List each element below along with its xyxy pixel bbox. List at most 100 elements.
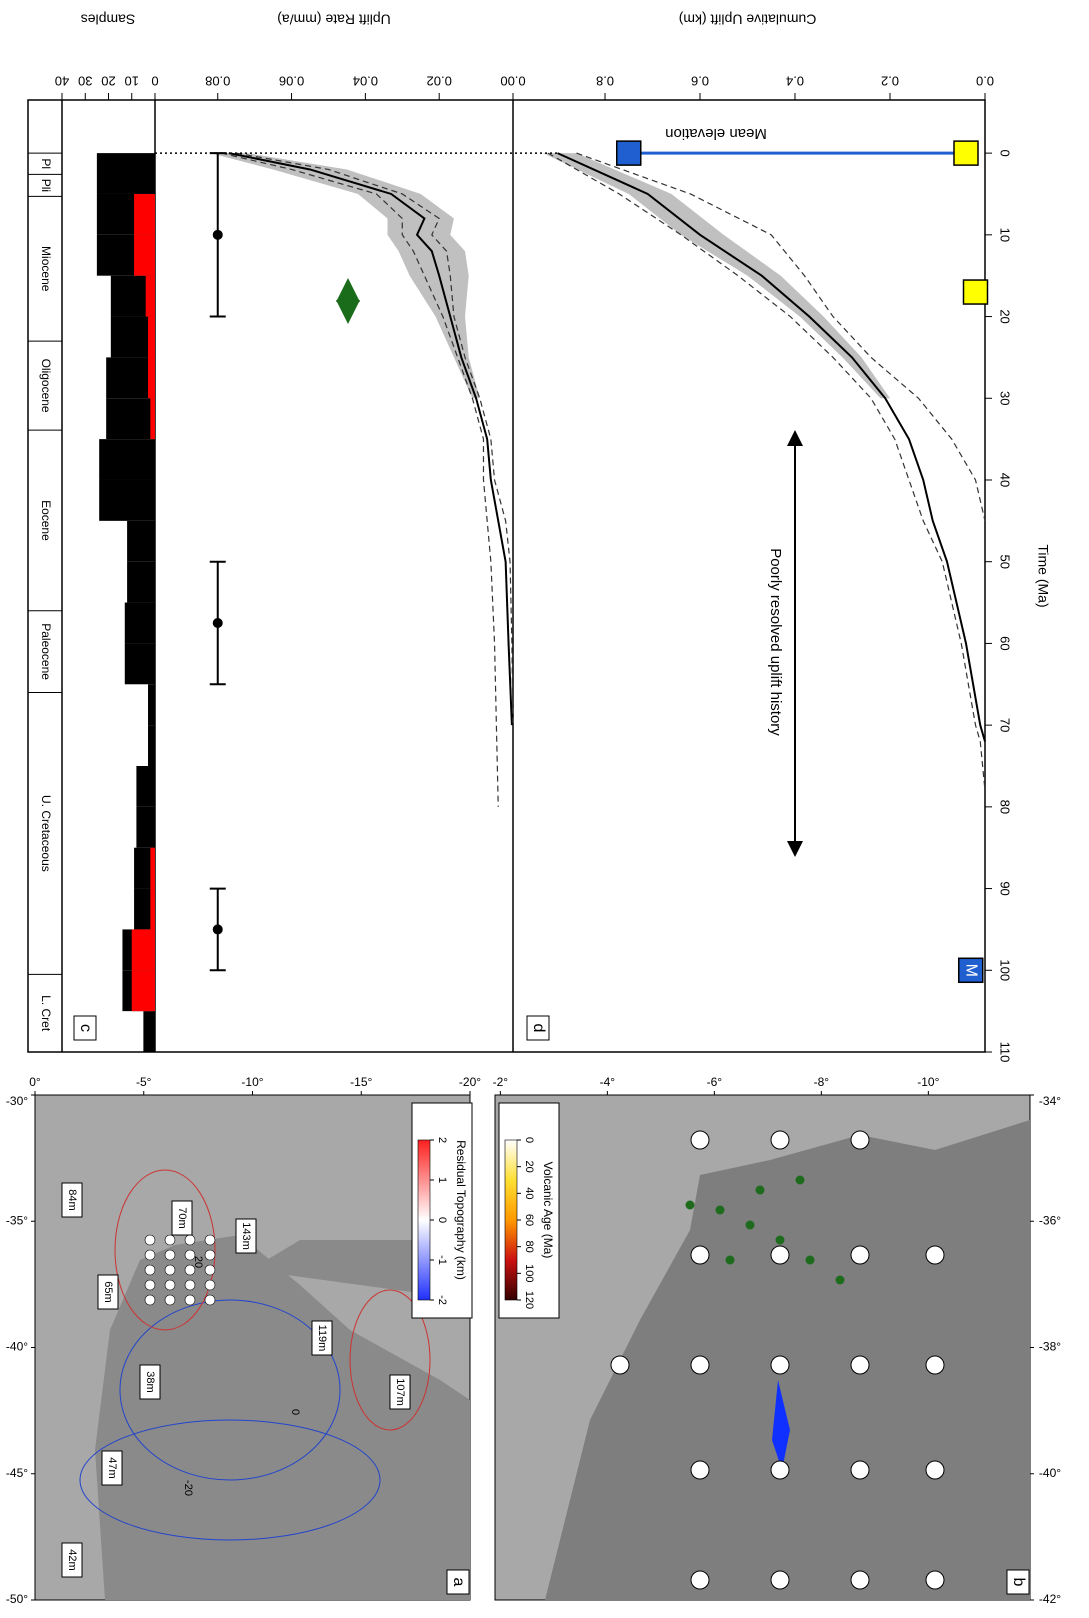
site bbox=[184, 1294, 196, 1306]
site bbox=[770, 1570, 790, 1590]
contour bbox=[79, 1419, 381, 1541]
histogram-bar bbox=[134, 847, 155, 889]
period-name: L. Cret bbox=[39, 995, 53, 1032]
map-label: 20 bbox=[192, 1256, 204, 1268]
x-tick-label: 50 bbox=[998, 554, 1013, 568]
x-tick-label: 100 bbox=[998, 959, 1013, 981]
histogram-bar bbox=[131, 929, 155, 971]
period-name: Pl bbox=[39, 158, 53, 169]
histogram-bar bbox=[134, 193, 155, 235]
site bbox=[690, 1355, 710, 1375]
site bbox=[770, 1355, 790, 1375]
site bbox=[164, 1234, 176, 1246]
uncertainty-band bbox=[210, 153, 480, 399]
error-point bbox=[212, 617, 223, 628]
volcanic bbox=[755, 1185, 765, 1195]
map-label: 38m bbox=[144, 1371, 156, 1392]
annotation: Poorly resolved uplift history bbox=[767, 548, 784, 736]
site bbox=[144, 1264, 156, 1276]
lon-tick-label: -40° bbox=[6, 1340, 28, 1354]
period-name: Oligocene bbox=[39, 359, 53, 413]
histogram-bar bbox=[134, 234, 155, 276]
histogram-bar bbox=[134, 888, 155, 930]
period-name: Pli bbox=[39, 179, 53, 192]
panel-label-box bbox=[446, 1569, 470, 1595]
site bbox=[204, 1294, 216, 1306]
lat-tick-label: -2° bbox=[493, 1075, 509, 1089]
site bbox=[610, 1355, 630, 1375]
site bbox=[144, 1249, 156, 1261]
map-label: -20 bbox=[182, 1480, 194, 1496]
error-point bbox=[212, 229, 223, 240]
colorbar-tick-label: 40 bbox=[523, 1187, 535, 1199]
label-box bbox=[171, 1200, 193, 1236]
site bbox=[850, 1355, 870, 1375]
colorbar-tick-label: 0 bbox=[523, 1137, 535, 1143]
y-tick-label: 0 bbox=[151, 74, 158, 89]
lon-tick-label: -50° bbox=[6, 1592, 28, 1606]
marker bbox=[958, 957, 984, 984]
lat-tick-label: -5° bbox=[136, 1075, 152, 1089]
histogram-bar bbox=[150, 398, 155, 440]
panel-label: a bbox=[450, 1578, 467, 1587]
map-label: 70m bbox=[176, 1207, 188, 1228]
lat-tick-label: -15° bbox=[350, 1075, 372, 1089]
label-box bbox=[97, 1274, 119, 1310]
site bbox=[690, 1570, 710, 1590]
histogram-bar bbox=[145, 275, 155, 317]
y-tick-label: 0.06 bbox=[279, 74, 304, 89]
label-box bbox=[101, 1450, 123, 1486]
period-name: Eocene bbox=[39, 500, 53, 541]
site bbox=[184, 1264, 196, 1276]
histogram-bar bbox=[150, 847, 155, 889]
volcanic bbox=[835, 1275, 845, 1285]
site bbox=[770, 1245, 790, 1265]
volcanic bbox=[725, 1255, 735, 1265]
colorbar-tick-label: 60 bbox=[523, 1214, 535, 1226]
histogram-bar bbox=[124, 643, 155, 685]
label-box bbox=[389, 1374, 411, 1410]
site bbox=[204, 1249, 216, 1261]
site bbox=[144, 1234, 156, 1246]
label-box bbox=[311, 1320, 333, 1356]
histogram-bar bbox=[148, 316, 155, 358]
lon-tick-label: -38° bbox=[1039, 1340, 1061, 1354]
mean-line bbox=[228, 152, 513, 726]
x-tick-label: 60 bbox=[998, 636, 1013, 650]
colorbar-tick-label: 1 bbox=[436, 1177, 448, 1183]
label-box bbox=[235, 1218, 257, 1254]
y-tick-label: 20 bbox=[101, 74, 115, 89]
dashed-line bbox=[236, 152, 514, 726]
site bbox=[164, 1279, 176, 1291]
lon-tick-label: -30° bbox=[6, 1094, 28, 1108]
colorbar-title: Volcanic Age (Ma) bbox=[541, 1162, 555, 1259]
site bbox=[144, 1294, 156, 1306]
x-tick-label: 10 bbox=[998, 228, 1013, 242]
lat-tick-label: -4° bbox=[600, 1075, 616, 1089]
site bbox=[184, 1279, 196, 1291]
y-tick-label: 10 bbox=[125, 74, 139, 89]
marker bbox=[962, 279, 989, 305]
site bbox=[770, 1460, 790, 1480]
contour bbox=[119, 1299, 341, 1481]
site bbox=[925, 1245, 945, 1265]
y-tick-label: 0.04 bbox=[353, 74, 378, 89]
panel-label: d bbox=[530, 1024, 547, 1033]
y-tick-label: 0.02 bbox=[427, 74, 452, 89]
histogram-bar bbox=[148, 357, 155, 399]
colorbar-tick-label: -2 bbox=[436, 1295, 448, 1305]
y-tick-label: 0.2 bbox=[881, 74, 899, 89]
lon-tick-label: -42° bbox=[1039, 1592, 1061, 1606]
marker bbox=[616, 140, 642, 166]
period-name: U. Cretaceous bbox=[39, 795, 53, 872]
site bbox=[925, 1355, 945, 1375]
marker bbox=[953, 140, 979, 166]
colorbar-tick-label: 100 bbox=[523, 1264, 535, 1282]
colorbar-tick-label: 80 bbox=[523, 1241, 535, 1253]
dashed-line bbox=[547, 152, 986, 791]
colorbar-tick-label: 0 bbox=[436, 1217, 448, 1223]
histogram-bar bbox=[124, 602, 155, 644]
site bbox=[144, 1279, 156, 1291]
